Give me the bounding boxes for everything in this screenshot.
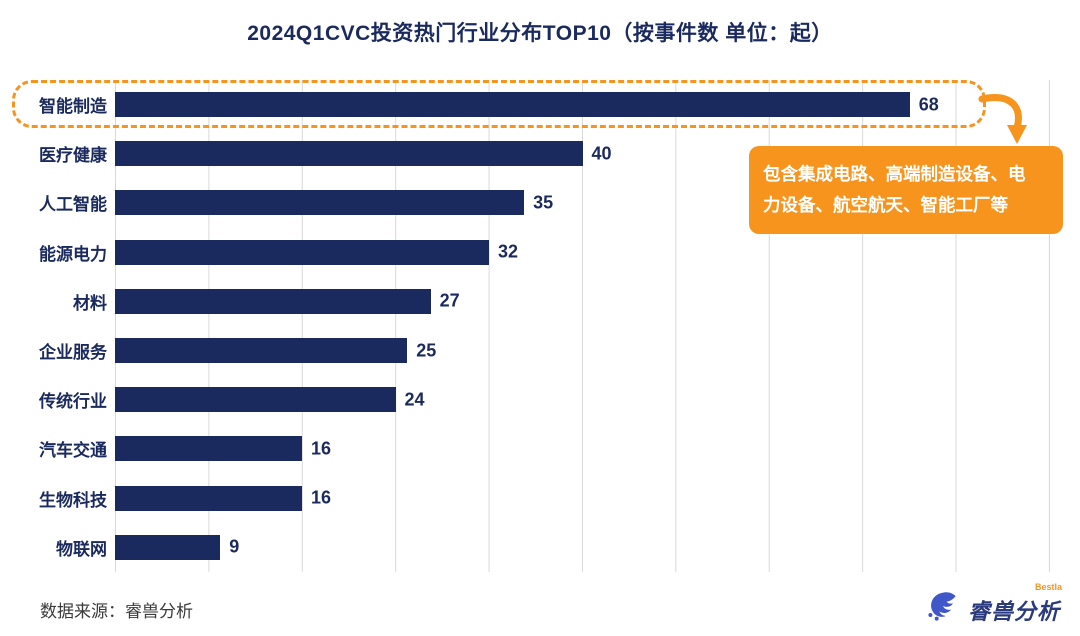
logo-badge: Bestla — [1034, 582, 1062, 592]
curved-arrow-icon — [978, 94, 1027, 144]
bar-chart: 智能制造 68 医疗健康 40 人工智能 35 能源电力 32 材料 27 企业服务 25 传统行业 24… — [12, 80, 1063, 572]
category-label: 能源电力 — [39, 244, 107, 264]
category-label: 汽车交通 — [39, 441, 107, 461]
value-label: 25 — [416, 340, 437, 361]
category-label: 人工智能 — [39, 195, 107, 215]
bar-track: 24 — [115, 387, 1050, 413]
bar — [115, 288, 431, 314]
bar-row: 传统行业 24 — [12, 375, 1058, 424]
bar-rows: 智能制造 68 医疗健康 40 人工智能 35 能源电力 32 材料 27 企业服务 25 传统行业 24… — [12, 80, 1058, 572]
bar-track: 16 — [115, 436, 1050, 462]
bar-row: 材料 27 — [12, 277, 1058, 326]
value-label: 9 — [229, 536, 240, 557]
category-label: 传统行业 — [39, 392, 107, 412]
category-label: 物联网 — [56, 539, 107, 559]
chart-title: 2024Q1CVC投资热门行业分布TOP10（按事件数 单位：起） — [247, 22, 833, 45]
bar — [115, 239, 489, 265]
category-label: 生物科技 — [39, 490, 107, 510]
bar-track: 27 — [115, 288, 1050, 314]
bestla-logo: 睿兽分析 Bestla — [925, 582, 1062, 626]
value-label: 35 — [533, 192, 554, 213]
category-label: 智能制造 — [39, 97, 107, 117]
value-label: 24 — [404, 389, 425, 410]
bar-track: 32 — [115, 239, 1050, 265]
bar — [115, 534, 221, 560]
bar-track: 9 — [115, 534, 1050, 560]
bar-track: 16 — [115, 485, 1050, 511]
bar — [115, 92, 910, 118]
bar — [115, 338, 408, 364]
category-label: 企业服务 — [39, 343, 107, 363]
bar-row: 人工智能 35 — [12, 178, 1058, 227]
bar — [115, 190, 525, 216]
value-label: 68 — [918, 94, 939, 115]
bar-track: 40 — [115, 141, 1050, 167]
bar-row: 企业服务 25 — [12, 326, 1058, 375]
bar — [115, 436, 302, 462]
value-label: 27 — [439, 290, 460, 311]
value-label: 16 — [311, 487, 332, 508]
bar — [115, 485, 302, 511]
annotation-callout: 包含集成电路、高端制造设备、电 力设备、航空航天、智能工厂等 — [749, 146, 1063, 235]
bar — [115, 387, 396, 413]
data-source-label: 数据来源：睿兽分析 — [40, 602, 193, 621]
bar-row: 物联网 9 — [12, 523, 1058, 572]
logo-text: 睿兽分析 — [967, 599, 1060, 624]
category-label: 医疗健康 — [39, 146, 107, 166]
bar-track: 25 — [115, 338, 1050, 364]
bar-row: 汽车交通 16 — [12, 424, 1058, 473]
value-label: 16 — [311, 438, 332, 459]
bar-row: 能源电力 32 — [12, 228, 1058, 277]
bar-track: 35 — [115, 190, 1050, 216]
category-label: 材料 — [73, 293, 107, 313]
bar-row: 医疗健康 40 — [12, 129, 1058, 178]
value-label: 32 — [498, 241, 519, 262]
bestla-beast-icon — [928, 592, 956, 621]
bar-row: 智能制造 68 — [12, 80, 1058, 129]
value-label: 40 — [591, 143, 612, 164]
bar-row: 生物科技 16 — [12, 474, 1058, 523]
bar — [115, 141, 583, 167]
bar-track: 68 — [115, 92, 1050, 118]
